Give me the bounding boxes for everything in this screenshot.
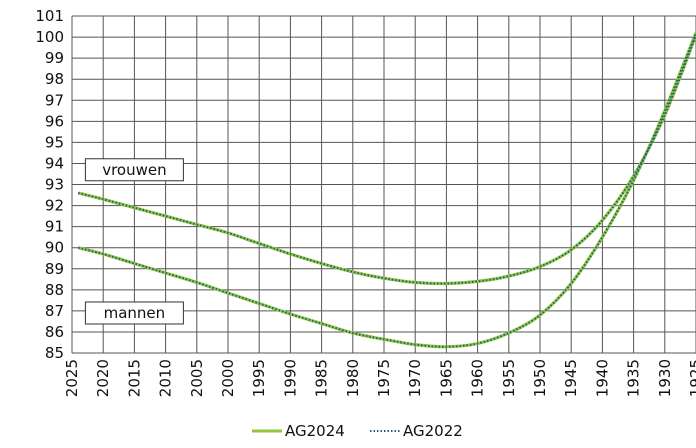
series-line-mannen-ag2022	[77, 32, 696, 348]
x-tick-label: 1985	[313, 359, 331, 397]
y-tick-label: 99	[45, 49, 64, 67]
y-tick-label: 88	[45, 281, 64, 299]
x-tick-label: 1990	[281, 359, 299, 397]
annotations: vrouwen mannen	[84, 158, 184, 325]
legend-label: AG2022	[403, 422, 463, 440]
y-tick-label: 85	[45, 344, 64, 362]
x-tick-label: 2025	[63, 359, 81, 397]
x-tick-label: 2020	[94, 359, 112, 397]
x-tick-label: 2010	[157, 359, 175, 397]
x-tick-label: 1940	[593, 359, 611, 397]
x-tick-label: 2000	[219, 359, 237, 397]
x-tick-label: 1955	[500, 359, 518, 397]
annotation-box	[84, 158, 184, 182]
x-axis-ticks: 2025 2020 2015 2010 2005 2000 1995 1990 1985 1980…	[63, 359, 696, 397]
y-tick-label: 87	[45, 302, 64, 320]
annotation-label: vrouwen	[102, 161, 166, 179]
y-tick-label: 101	[35, 7, 64, 25]
y-tick-label: 94	[45, 154, 64, 172]
x-tick-label: 1995	[250, 359, 268, 397]
legend-label: AG2024	[285, 422, 345, 440]
y-tick-label: 98	[45, 70, 64, 88]
y-tick-label: 90	[45, 239, 64, 257]
y-tick-label: 97	[45, 91, 64, 109]
grid	[71, 15, 696, 354]
y-tick-label: 95	[45, 133, 64, 151]
y-tick-label: 96	[45, 112, 64, 130]
x-tick-label: 1950	[531, 359, 549, 397]
y-tick-label: 91	[45, 218, 64, 236]
y-axis-ticks: 85 86 87 88 89 90 91 92 93 94 95 96 97 98 99 100 101	[35, 7, 64, 362]
x-tick-label: 1925	[687, 359, 696, 397]
annotation-box	[84, 301, 184, 325]
y-tick-label: 93	[45, 176, 64, 194]
y-tick-label: 100	[35, 28, 64, 46]
annotation-label: mannen	[104, 304, 166, 322]
series-line-mannen-ag2024	[77, 32, 696, 349]
x-tick-label: 1970	[406, 359, 424, 397]
x-tick-label: 1930	[656, 359, 674, 397]
y-tick-label: 92	[45, 197, 64, 215]
y-tick-label: 86	[45, 323, 64, 341]
x-tick-label: 1960	[469, 359, 487, 397]
y-tick-label: 89	[45, 260, 64, 278]
x-tick-label: 1975	[375, 359, 393, 397]
x-tick-label: 1935	[625, 359, 643, 397]
x-tick-label: 1945	[562, 359, 580, 397]
x-tick-label: 1980	[344, 359, 362, 397]
x-tick-label: 2005	[188, 359, 206, 397]
series-line-vrouwen-ag2022	[77, 34, 696, 285]
series-lines	[77, 32, 696, 349]
x-tick-label: 2015	[125, 359, 143, 397]
legend: AG2024 AG2022	[252, 422, 463, 440]
x-tick-label: 1965	[437, 359, 455, 397]
